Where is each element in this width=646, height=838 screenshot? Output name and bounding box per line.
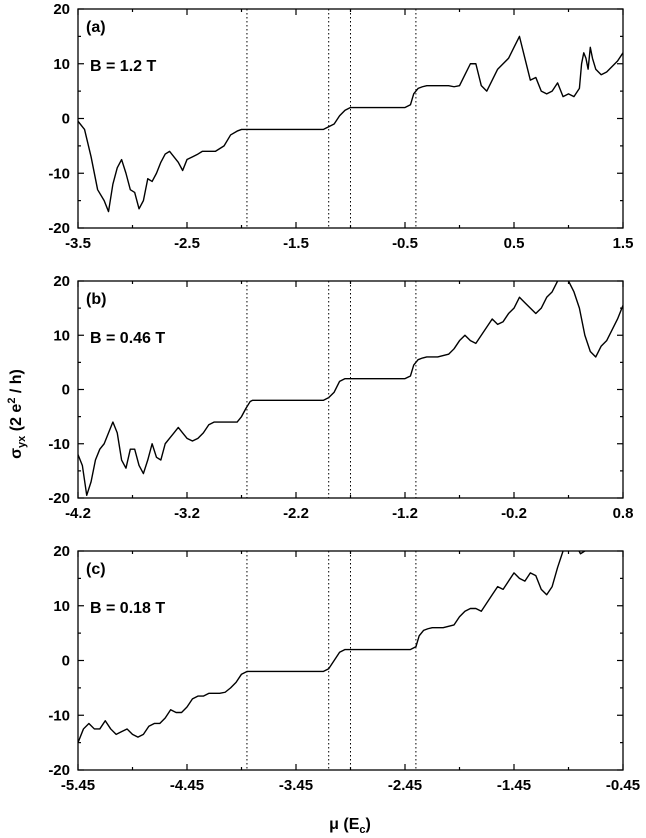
y-tick-label: -20 [48,762,70,779]
x-tick-label: -1.5 [283,235,309,252]
x-tick-label: -0.45 [606,777,640,794]
x-axis-label: μ (Ec) [329,816,371,836]
y-tick-label: 20 [53,273,70,290]
x-tick-label: -3.2 [174,505,200,522]
panel-label: (c) [86,561,106,578]
x-tick-label: -5.45 [61,777,95,794]
data-curve [78,35,623,213]
x-tick-label: -2.2 [283,505,309,522]
x-tick-label: -4.2 [65,505,91,522]
y-tick-label: 20 [53,543,70,560]
x-tick-label: -0.2 [501,505,527,522]
y-tick-label: 10 [53,327,70,344]
panel-0: -20 -10 0 10 20 -3.5 -2.5 -1.5 -0.5 0.5 1.5 (a) B = … [48,1,633,252]
y-tick-label: 0 [62,111,70,128]
x-tick-label: -0.5 [392,235,418,252]
panels-group: -20 -10 0 10 20 -3.5 -2.5 -1.5 -0.5 0.5 1.5 (a) B = … [48,1,640,794]
x-tick-label: -1.45 [497,777,531,794]
x-tick-label: -3.45 [279,777,313,794]
panel-1: -20 -10 0 10 20 -4.2 -3.2 -2.2 -1.2 -0.2 0.8 (b) B =… [48,273,633,522]
y-tick-label: 0 [62,382,70,399]
field-annotation: B = 0.18 T [90,600,165,617]
field-annotation: B = 1.2 T [90,58,156,75]
x-tick-label: -2.45 [388,777,422,794]
y-tick-label: -10 [48,165,70,182]
y-axis-label: σyx (2 e2 / h) [6,369,28,459]
y-tick-label: 10 [53,56,70,73]
x-tick-label: -1.2 [392,505,418,522]
data-curve [78,281,623,496]
y-tick-label: 20 [53,1,70,18]
x-tick-label: 1.5 [613,235,634,252]
y-tick-label: -10 [48,436,70,453]
y-tick-label: 0 [62,653,70,670]
panel-label: (a) [86,19,106,36]
y-tick-label: -20 [48,220,70,237]
panel-label: (b) [86,291,106,308]
y-tick-label: 10 [53,598,70,615]
x-tick-label: 0.5 [504,235,525,252]
field-annotation: B = 0.46 T [90,330,165,347]
panel-2: -20 -10 0 10 20 -5.45 -4.45 -3.45 -2.45 -1.45 -0.4… [48,543,640,794]
y-tick-label: -10 [48,707,70,724]
x-tick-label: 0.8 [613,505,634,522]
x-tick-label: -2.5 [174,235,200,252]
data-curve [78,551,586,743]
x-tick-label: -3.5 [65,235,91,252]
y-tick-label: -20 [48,490,70,507]
x-tick-label: -4.45 [170,777,204,794]
